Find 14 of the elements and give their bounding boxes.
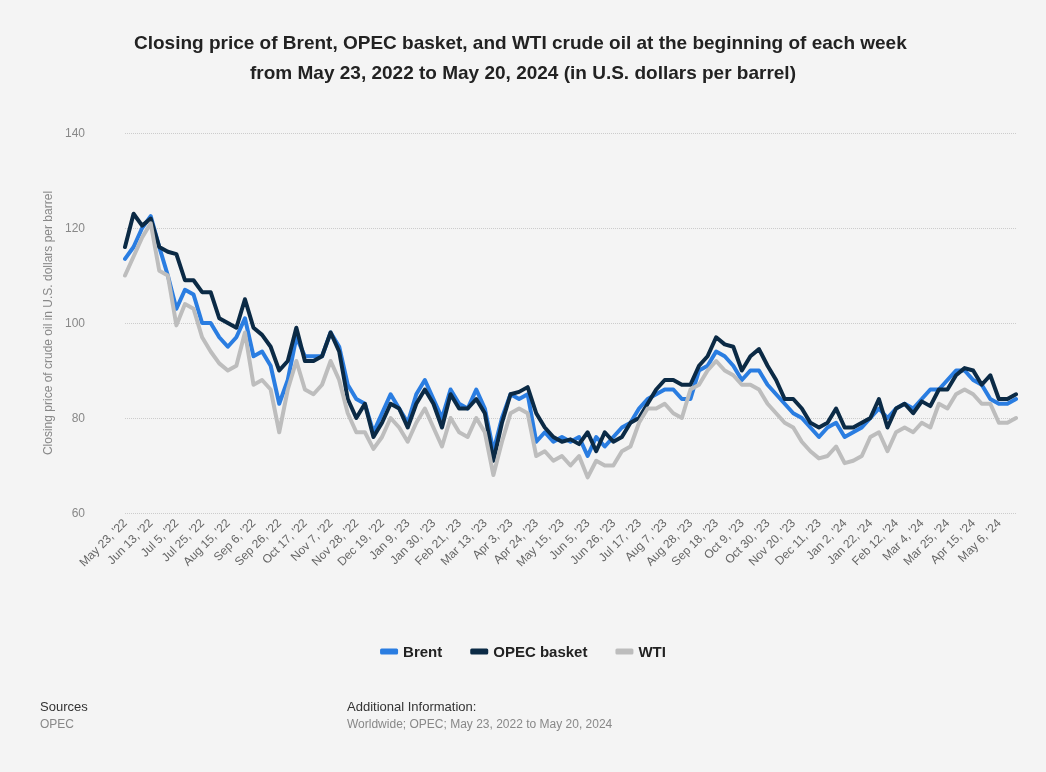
y-tick-label: 60 [71,506,86,520]
y-tick-label: 80 [71,411,86,425]
legend-label: OPEC basket [493,643,588,660]
y-axis-title: Closing price of crude oil in U.S. dollars per barrel [41,190,56,456]
text: Worldwide; OPEC; May 23, 2022 to May 20, 2024 [347,717,613,731]
text: OPEC [40,717,75,731]
y-tick-label: 100 [64,316,86,330]
legend-label: Brent [403,643,443,660]
y-tick-label: 140 [64,126,86,140]
text: Additional Information: [347,699,477,714]
y-tick-label: 120 [64,221,86,235]
text: Sources [40,699,89,714]
chart-title: Closing price of Brent, OPEC basket, and WTI crude oil at the beginning of each week from May 23, 2022 to May 20, 2024 (in U.S. dollars per barrel) [133,31,913,83]
legend-label: WTI [638,643,666,660]
